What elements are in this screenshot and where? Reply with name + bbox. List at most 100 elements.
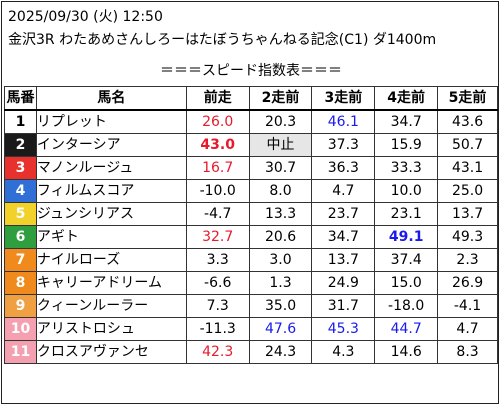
speed-index-cell: 49.1 (374, 225, 439, 249)
speed-index-cell: 46.1 (311, 109, 376, 134)
horse-name: フィルムスコア (35, 179, 187, 203)
horse-name: インターシア (35, 133, 187, 157)
speed-index-cell: 3.3 (185, 248, 250, 272)
table-row: 9 クィーンルーラー 7.3 35.0 31.7 -18.0 -4.1 (4, 294, 498, 318)
horse-name: ナイルローズ (35, 248, 187, 272)
speed-index-cell: -11.3 (185, 317, 250, 341)
table-row: 10 アリストロシュ -11.3 47.6 45.3 44.7 4.7 (4, 317, 498, 341)
speed-index-cell: -4.1 (437, 294, 498, 318)
speed-index-cell: 1.3 (248, 271, 313, 295)
table-row: 11 クロスアヴァンセ 42.3 24.3 4.3 14.6 8.3 (4, 340, 498, 364)
speed-index-cell: 8.0 (248, 179, 313, 203)
speed-index-cell: 26.0 (185, 109, 250, 134)
col-header-3rd: 3走前 (311, 86, 376, 111)
speed-index-cell: 43.6 (437, 109, 498, 134)
table-row: 6 アギト 32.7 20.6 34.7 49.1 49.3 (4, 225, 498, 249)
horse-name: リプレット (35, 109, 187, 134)
horse-number: 5 (4, 202, 37, 226)
speed-index-cell: 43.1 (437, 156, 498, 180)
horse-name: クロスアヴァンセ (35, 340, 187, 364)
col-header-2nd: 2走前 (248, 86, 313, 111)
speed-index-cell: 34.7 (374, 109, 439, 134)
speed-index-cell: 15.9 (374, 133, 439, 157)
table-row: 3 マノンルージュ 16.7 30.7 36.3 33.3 43.1 (4, 156, 498, 180)
speed-index-cell: 3.0 (248, 248, 313, 272)
horse-number: 7 (4, 248, 37, 272)
horse-number: 2 (4, 133, 37, 157)
speed-index-cell: 23.1 (374, 202, 439, 226)
col-header-name: 馬名 (35, 86, 187, 111)
speed-index-cell: 44.7 (374, 317, 439, 341)
speed-index-cell: -4.7 (185, 202, 250, 226)
race-datetime: 2025/09/30 (火) 12:50 (8, 9, 163, 25)
speed-index-cell: 50.7 (437, 133, 498, 157)
col-header-last: 前走 (185, 86, 250, 111)
speed-index-cell: 15.0 (374, 271, 439, 295)
speed-index-cell: 32.7 (185, 225, 250, 249)
speed-index-cell: 37.3 (311, 133, 376, 157)
speed-index-cell: 2.3 (437, 248, 498, 272)
speed-index-cell: 34.7 (311, 225, 376, 249)
horse-name: クィーンルーラー (35, 294, 187, 318)
speed-index-cell: 20.3 (248, 109, 313, 134)
speed-index-cell: 4.3 (311, 340, 376, 364)
table-row: 4 フィルムスコア -10.0 8.0 4.7 10.0 25.0 (4, 179, 498, 203)
horse-number: 10 (4, 317, 37, 341)
speed-index-cell: -6.6 (185, 271, 250, 295)
speed-index-cell: 47.6 (248, 317, 313, 341)
speed-index-cell: 33.3 (374, 156, 439, 180)
col-header-4th: 4走前 (374, 86, 439, 111)
speed-index-cell: 8.3 (437, 340, 498, 364)
speed-index-cell: 24.9 (311, 271, 376, 295)
col-header-number: 馬番 (4, 86, 37, 111)
speed-index-cell: 31.7 (311, 294, 376, 318)
table-subtitle: ＝＝＝スピード指数表＝＝＝ (160, 63, 342, 79)
speed-index-cell: 43.0 (185, 133, 250, 157)
horse-name: キャリーアドリーム (35, 271, 187, 295)
horse-number: 6 (4, 225, 37, 249)
race-title: 金沢3R わたあめさんしろーはたぼうちゃんねる記念(C1) ダ1400m (8, 32, 437, 48)
speed-index-cell: 4.7 (437, 317, 498, 341)
speed-index-cell: 13.7 (311, 248, 376, 272)
speed-index-cell: 16.7 (185, 156, 250, 180)
horse-name: マノンルージュ (35, 156, 187, 180)
table-row: 5 ジュンシリアス -4.7 13.3 23.7 23.1 13.7 (4, 202, 498, 226)
table-row: 2 インターシア 43.0 中止 37.3 15.9 50.7 (4, 133, 498, 157)
speed-index-cell: 7.3 (185, 294, 250, 318)
table-row: 8 キャリーアドリーム -6.6 1.3 24.9 15.0 26.9 (4, 271, 498, 295)
horse-name: ジュンシリアス (35, 202, 187, 226)
horse-number: 4 (4, 179, 37, 203)
speed-index-cell: 45.3 (311, 317, 376, 341)
speed-index-cell: 25.0 (437, 179, 498, 203)
speed-index-cell: -18.0 (374, 294, 439, 318)
horse-number: 1 (4, 109, 37, 134)
speed-index-cell: 24.3 (248, 340, 313, 364)
horse-number: 9 (4, 294, 37, 318)
speed-index-cell: 14.6 (374, 340, 439, 364)
speed-index-cell: 49.3 (437, 225, 498, 249)
horse-number: 8 (4, 271, 37, 295)
speed-index-cell: 23.7 (311, 202, 376, 226)
speed-index-cell: -10.0 (185, 179, 250, 203)
speed-index-cell: 4.7 (311, 179, 376, 203)
table-header-row: 馬番 馬名 前走 2走前 3走前 4走前 5走前 (4, 86, 498, 111)
speed-index-cell: 20.6 (248, 225, 313, 249)
col-header-5th: 5走前 (437, 86, 498, 111)
speed-index-cell: 37.4 (374, 248, 439, 272)
horse-number: 3 (4, 156, 37, 180)
horse-name: アリストロシュ (35, 317, 187, 341)
speed-index-cell: 36.3 (311, 156, 376, 180)
table-row: 7 ナイルローズ 3.3 3.0 13.7 37.4 2.3 (4, 248, 498, 272)
table-row: 1 リプレット 26.0 20.3 46.1 34.7 43.6 (4, 109, 498, 134)
speed-index-cell: 13.7 (437, 202, 498, 226)
horse-number: 11 (4, 340, 37, 364)
speed-index-cell: 中止 (248, 133, 313, 157)
horse-name: アギト (35, 225, 187, 249)
speed-index-cell: 26.9 (437, 271, 498, 295)
speed-index-cell: 10.0 (374, 179, 439, 203)
speed-index-cell: 13.3 (248, 202, 313, 226)
speed-index-table: 馬番 馬名 前走 2走前 3走前 4走前 5走前 1 リプレット 26.0 20.3 4… (4, 86, 498, 364)
speed-index-cell: 30.7 (248, 156, 313, 180)
speed-index-cell: 35.0 (248, 294, 313, 318)
